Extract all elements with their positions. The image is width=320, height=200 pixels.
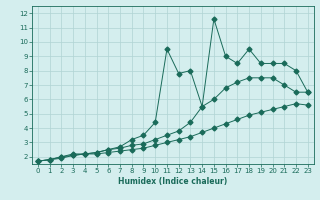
- X-axis label: Humidex (Indice chaleur): Humidex (Indice chaleur): [118, 177, 228, 186]
